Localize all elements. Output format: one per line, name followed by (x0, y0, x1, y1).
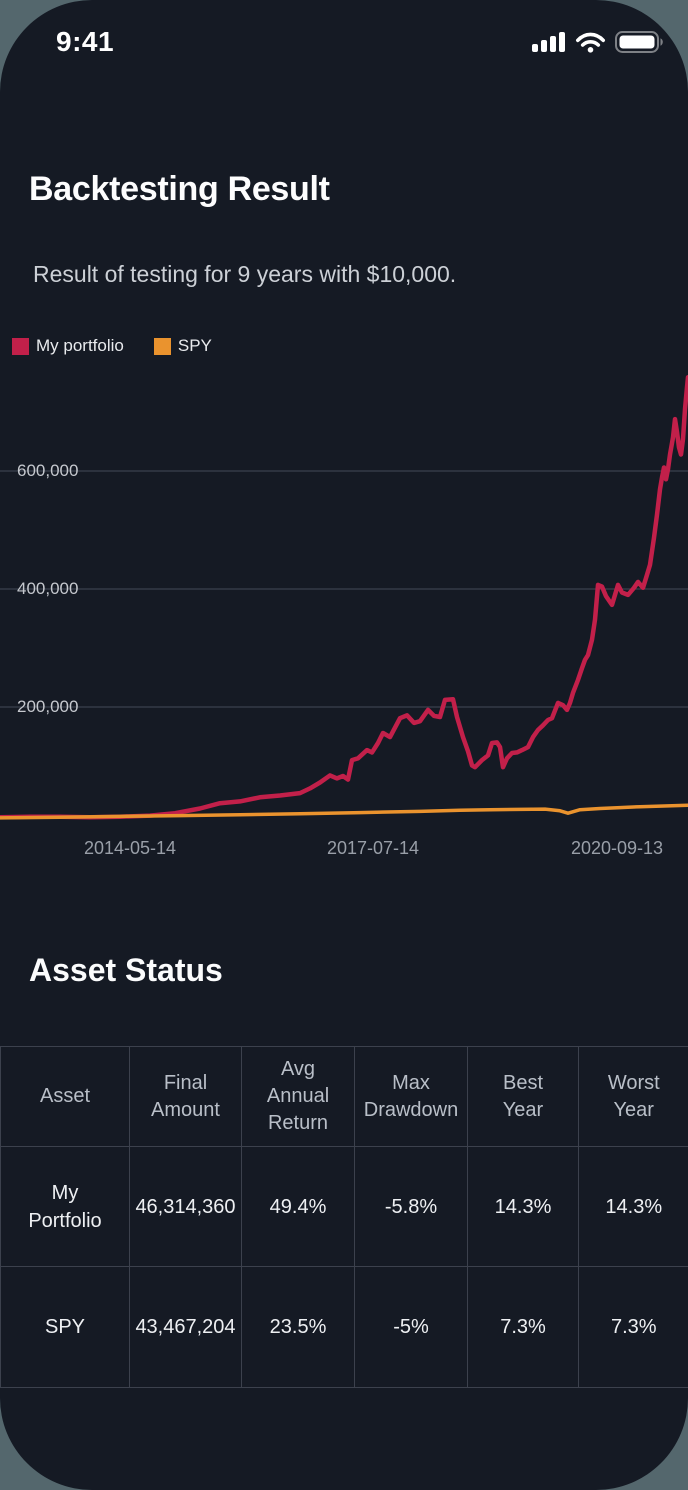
status-bar-icons (532, 31, 665, 53)
table-cell: -5.8% (354, 1146, 468, 1267)
legend-label: My portfolio (36, 336, 124, 355)
legend-item: SPY (153, 336, 212, 356)
table-cell: 7.3% (578, 1266, 688, 1388)
table-row: SPY 43,467,204 23.5% -5% 7.3% 7.3% (0, 1266, 688, 1388)
cellular-signal-icon (532, 32, 565, 52)
legend-swatch (153, 337, 171, 355)
chart-legend: My portfolio SPY (12, 336, 212, 356)
table-cell: 23.5% (241, 1266, 355, 1388)
table-cell: -5% (354, 1266, 468, 1388)
page-subtitle: Result of testing for 9 years with $10,0… (33, 261, 457, 287)
wifi-icon (576, 32, 605, 53)
status-bar-time: 9:41 (56, 26, 115, 57)
table-cell: 14.3% (467, 1146, 579, 1267)
series-line-spy (0, 803, 688, 820)
table-cell: SPY (0, 1266, 130, 1388)
series-line-my-portfolio (0, 374, 688, 820)
table-body: My Portfolio 46,314,360 49.4% -5.8% 14.3% 14.… (0, 1146, 688, 1388)
table-header-cell: Max Drawdown (354, 1046, 468, 1147)
table-header-cell: Final Amount (129, 1046, 242, 1147)
table-cell: 43,467,204 (129, 1266, 242, 1388)
asset-status-table: Asset Final Amount Avg Annual Return Max Dr… (0, 1046, 688, 1388)
table-row: My Portfolio 46,314,360 49.4% -5.8% 14.3% 14.… (0, 1146, 688, 1267)
y-axis-tick-label: 200,000 (17, 697, 79, 716)
table-cell: 14.3% (578, 1146, 688, 1267)
legend-swatch (12, 337, 29, 355)
table-cell: 49.4% (241, 1146, 355, 1267)
battery-icon (615, 31, 663, 53)
y-axis-tick-label: 400,000 (17, 579, 79, 598)
section-title-asset-status: Asset Status (29, 952, 223, 988)
table-header-cell: Worst Year (578, 1046, 688, 1147)
table-header: Asset Final Amount Avg Annual Return Max Dr… (0, 1046, 688, 1147)
table-header-row: Asset Final Amount Avg Annual Return Max Dr… (0, 1046, 688, 1147)
legend-item: My portfolio (12, 336, 124, 356)
backtest-chart: 200,000 400,000 600,000 2014-05-14 2017-07-1… (0, 370, 688, 870)
table-header-cell: Asset (0, 1046, 130, 1147)
table-header-cell: Best Year (467, 1046, 579, 1147)
table-cell: 46,314,360 (129, 1146, 242, 1267)
x-axis-tick-label: 2017-07-14 (326, 838, 420, 858)
x-axis-tick-label: 2020-09-13 (570, 838, 664, 858)
legend-label: SPY (177, 336, 212, 355)
page-title: Backtesting Result (29, 170, 330, 208)
chart-canvas (0, 374, 688, 820)
x-axis-tick-label: 2014-05-14 (83, 838, 177, 858)
table-header-cell: Avg Annual Return (241, 1046, 355, 1147)
table-cell: 7.3% (467, 1266, 579, 1388)
table-cell: My Portfolio (0, 1146, 130, 1267)
y-axis-tick-label: 600,000 (17, 461, 79, 480)
